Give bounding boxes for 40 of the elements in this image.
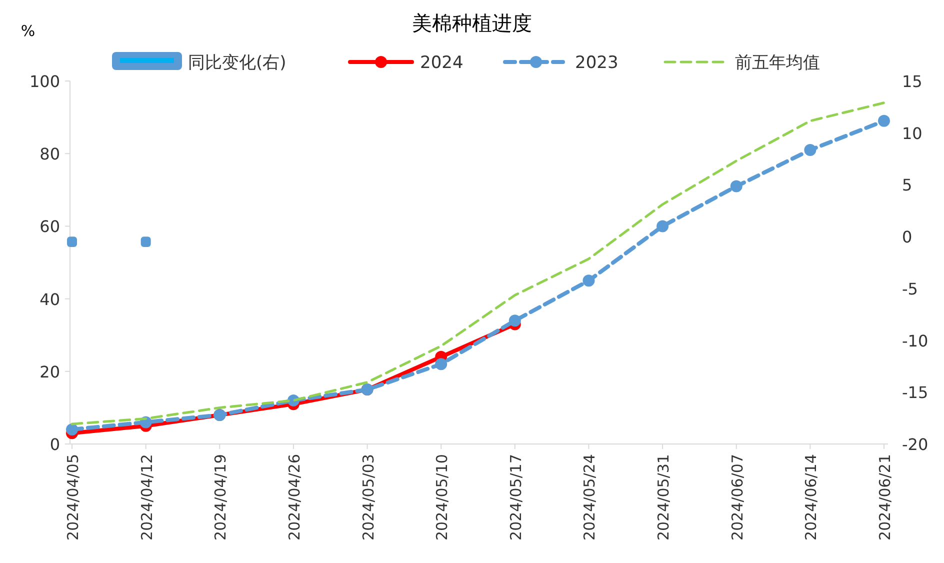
chart-title: 美棉种植进度 — [412, 11, 532, 35]
y-tick-label: 0 — [50, 435, 60, 454]
legend-label: 2023 — [575, 53, 618, 73]
y2-tick-label: 0 — [902, 228, 912, 247]
x-tick-label: 2024/05/31 — [654, 454, 673, 540]
x-tick-label: 2024/04/26 — [285, 454, 304, 540]
y2-tick-label: -20 — [902, 435, 928, 454]
y-tick-label: 40 — [40, 290, 60, 309]
y-tick-label: 20 — [40, 362, 60, 382]
point — [435, 358, 448, 370]
y2-tick-label: 5 — [902, 176, 912, 195]
legend-label: 同比变化(右) — [188, 53, 286, 73]
x-tick-label: 2024/05/10 — [433, 454, 452, 540]
point — [66, 423, 78, 436]
x-tick-label: 2024/06/14 — [802, 454, 820, 540]
y2-tick-label: -5 — [902, 279, 918, 298]
legend-label: 前五年均值 — [735, 53, 820, 73]
point — [656, 220, 669, 232]
y2-tick-label: 15 — [902, 72, 922, 91]
point — [878, 114, 890, 127]
y-tick-label: 60 — [40, 217, 60, 236]
y2-tick-label: 10 — [902, 124, 922, 143]
y-tick-label: 80 — [40, 144, 60, 164]
y2-tick-label: -10 — [902, 331, 928, 350]
x-tick-label: 2024/05/17 — [506, 454, 525, 540]
point — [582, 274, 595, 287]
x-tick-label: 2024/06/21 — [876, 454, 894, 540]
point — [730, 180, 742, 192]
x-tick-label: 2024/04/12 — [138, 454, 156, 540]
x-tick-label: 2024/05/03 — [359, 454, 378, 540]
y2-tick-label: -15 — [902, 383, 928, 402]
x-tick-label: 2024/04/05 — [64, 454, 82, 540]
y-axis-title: % — [20, 22, 36, 40]
x-tick-label: 2024/06/07 — [728, 454, 746, 540]
point — [508, 314, 521, 327]
point — [804, 144, 816, 156]
x-tick-label: 2024/04/19 — [212, 454, 230, 540]
x-tick-label: 2024/05/24 — [580, 454, 599, 540]
y-tick-label: 100 — [29, 72, 60, 91]
legend-label: 2024 — [420, 53, 464, 73]
